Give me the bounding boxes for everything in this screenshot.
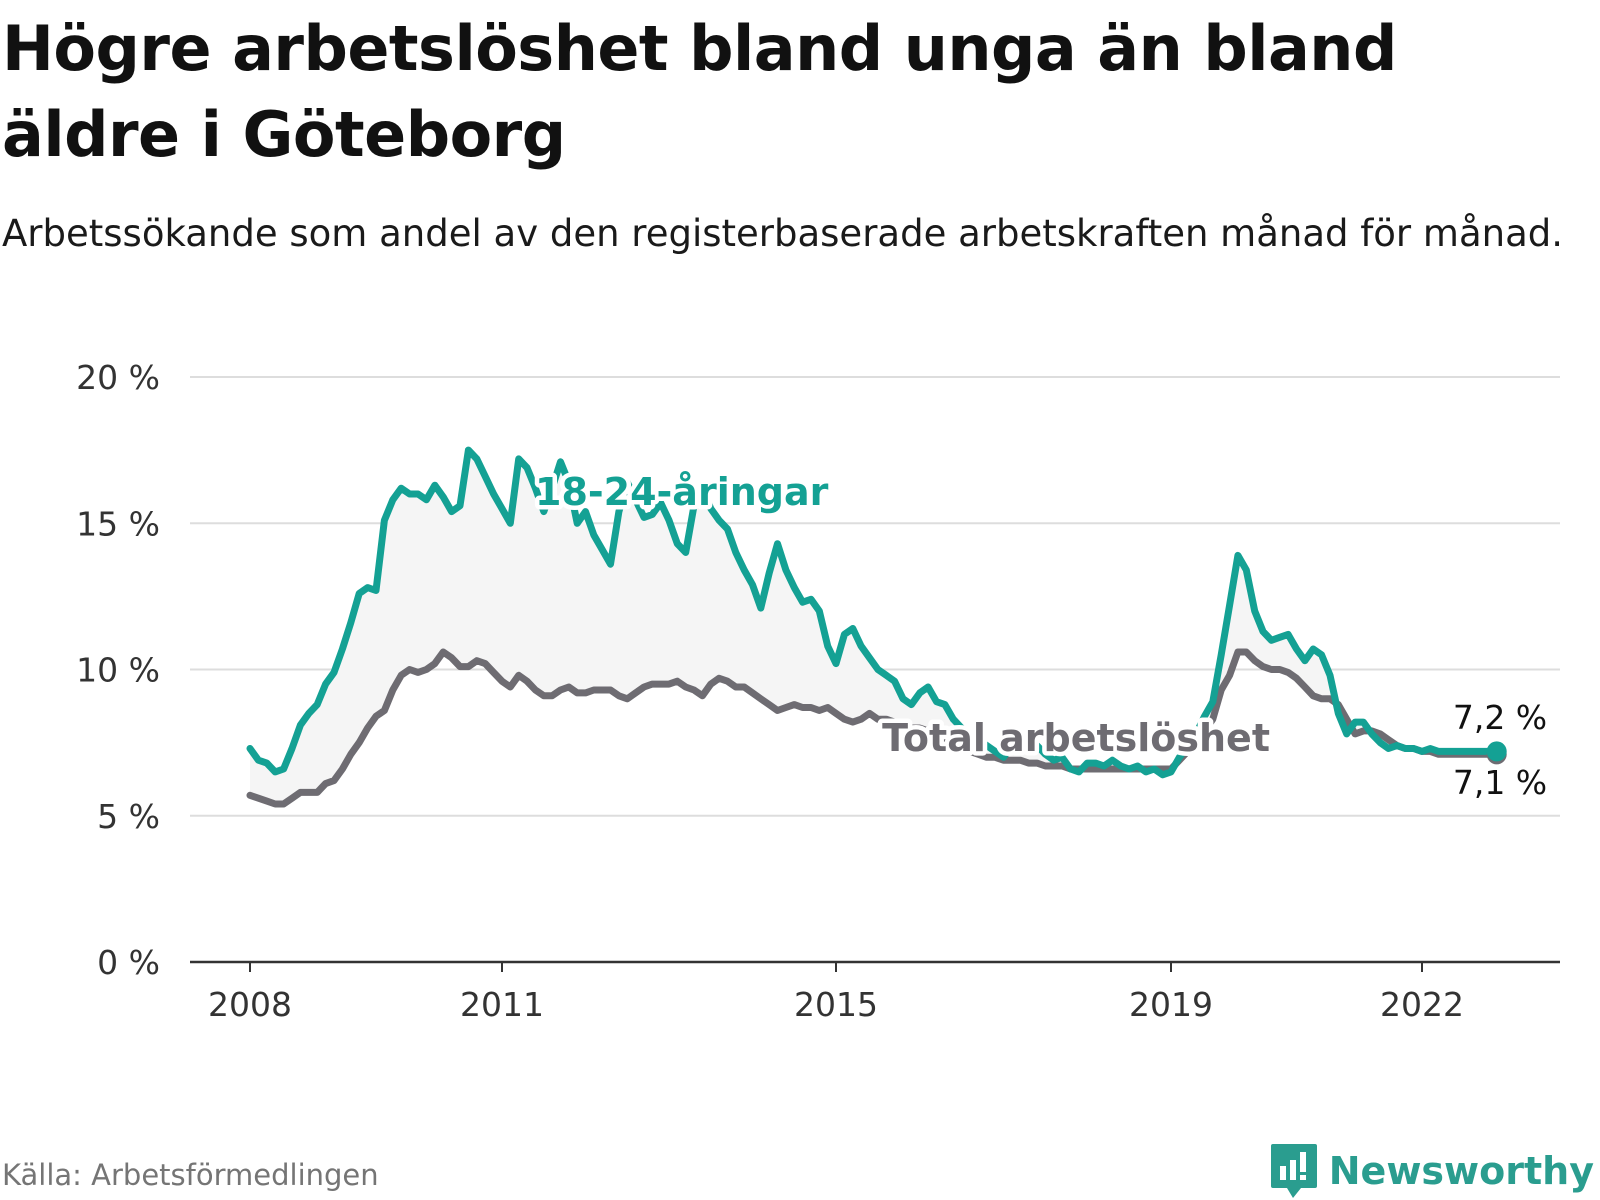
line-chart: 0 %5 %10 %15 %20 % 2008 2011 2015 2019 2022 … [76, 358, 1560, 1024]
newsworthy-logo[interactable]: Newsworthy [1269, 1142, 1594, 1200]
series-lines [246, 446, 1507, 808]
x-axis: 2008 2011 2015 2019 2022 [190, 960, 1560, 1024]
logo-bar [1279, 1166, 1286, 1180]
x-tick-label: 2019 [1129, 985, 1213, 1024]
logo-bar [1289, 1160, 1296, 1180]
logo-bar [1299, 1175, 1306, 1180]
end-label-youth: 7,2 % [1453, 698, 1547, 737]
end-point-youth [1486, 741, 1507, 762]
series-label-youth: 18-24-åringar [535, 470, 829, 514]
x-tick-label: 2008 [208, 985, 292, 1024]
series-label-total: Total arbetslöshet [882, 716, 1270, 760]
y-tick-label: 0 % [97, 943, 160, 982]
series-line-total [246, 648, 1501, 808]
series-line-youth [246, 446, 1501, 779]
shaded-area [250, 450, 1497, 804]
chart-title: Högre arbetslöshet bland unga än bland ä… [2, 12, 1397, 171]
x-tick-label: 2011 [460, 985, 544, 1024]
newsworthy-chart-icon [1270, 1144, 1317, 1198]
series-labels: 18-24-åringar Total arbetslöshet 7,2 % 7,1 … [531, 466, 1551, 806]
y-tick-label: 10 % [76, 651, 160, 690]
source-note: Källa: Arbetsförmedlingen [2, 1158, 379, 1192]
x-tick-label: 2015 [794, 985, 878, 1024]
logo-bar [1299, 1152, 1306, 1172]
chart-subtitle: Arbetssökande som andel av den registerb… [2, 212, 1563, 255]
x-tick-label: 2022 [1380, 985, 1464, 1024]
brand-name: Newsworthy [1328, 1149, 1594, 1193]
y-tick-label: 5 % [97, 797, 160, 836]
y-tick-label: 15 % [76, 504, 160, 543]
end-label-total: 7,1 % [1453, 763, 1547, 802]
y-tick-label: 20 % [76, 358, 160, 397]
difference-band [250, 450, 1497, 804]
